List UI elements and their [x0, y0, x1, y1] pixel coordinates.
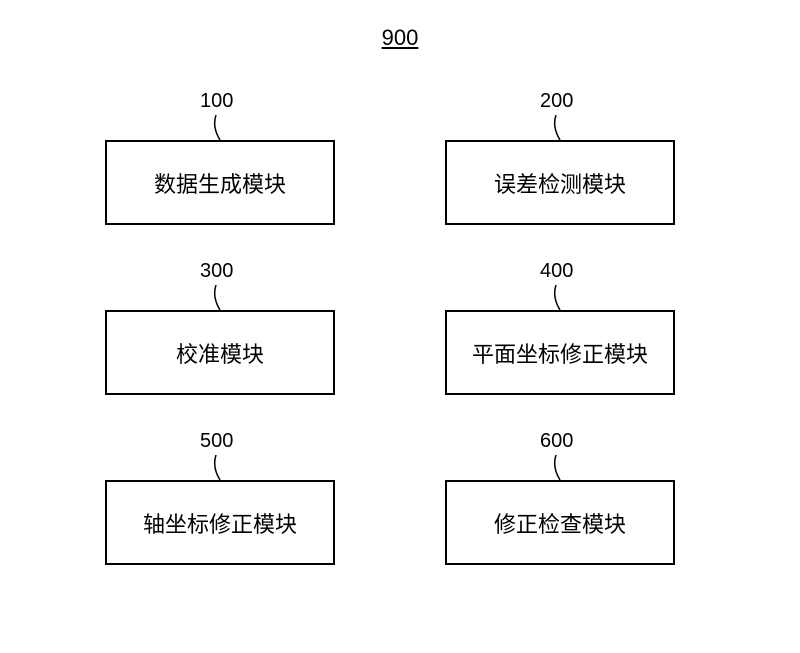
module-400-text: 平面坐标修正模块	[472, 337, 648, 369]
module-500-box: 轴坐标修正模块	[105, 480, 335, 565]
module-600-label: 600	[540, 430, 573, 453]
module-500-text: 轴坐标修正模块	[143, 507, 297, 539]
leader-100	[212, 115, 224, 140]
leader-300	[212, 285, 224, 310]
leader-200	[552, 115, 564, 140]
module-500-label: 500	[200, 430, 233, 453]
module-300-text: 校准模块	[176, 337, 264, 369]
leader-600	[552, 455, 564, 480]
diagram-container: 100 数据生成模块 200 误差检测模块 300 校准模块 400	[0, 60, 800, 653]
module-400-label: 400	[540, 260, 573, 283]
module-300-label: 300	[200, 260, 233, 283]
leader-500	[212, 455, 224, 480]
module-600-text: 修正检查模块	[494, 507, 626, 539]
module-400-box: 平面坐标修正模块	[445, 310, 675, 395]
module-300-box: 校准模块	[105, 310, 335, 395]
diagram-title: 900	[382, 25, 419, 51]
module-100-box: 数据生成模块	[105, 140, 335, 225]
module-200-text: 误差检测模块	[494, 167, 626, 199]
module-200-label: 200	[540, 90, 573, 113]
module-100-text: 数据生成模块	[154, 167, 286, 199]
module-200-box: 误差检测模块	[445, 140, 675, 225]
leader-400	[552, 285, 564, 310]
module-100-label: 100	[200, 90, 233, 113]
module-600-box: 修正检查模块	[445, 480, 675, 565]
